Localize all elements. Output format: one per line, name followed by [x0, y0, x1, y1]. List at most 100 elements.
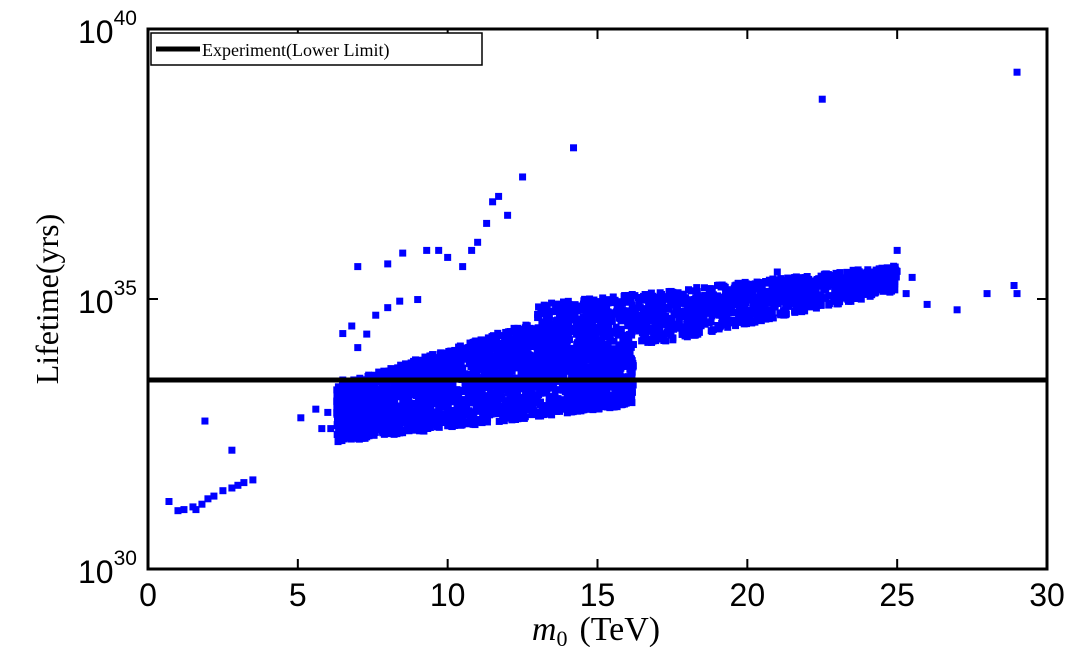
data-point	[390, 396, 398, 404]
data-point	[619, 307, 627, 315]
data-point	[703, 305, 711, 313]
data-point	[461, 352, 469, 360]
data-point	[1013, 290, 1021, 298]
data-point	[548, 411, 556, 419]
data-point	[875, 274, 883, 282]
data-point	[523, 343, 531, 351]
data-point	[397, 386, 405, 394]
data-point	[670, 325, 678, 333]
data-point	[416, 361, 424, 369]
data-point	[648, 317, 656, 325]
data-point	[629, 381, 637, 389]
data-point	[557, 333, 565, 341]
data-point	[397, 418, 405, 426]
data-point	[518, 384, 526, 392]
data-point	[701, 291, 709, 299]
data-point	[379, 382, 387, 390]
data-point	[889, 277, 897, 285]
data-point	[684, 303, 692, 311]
data-point	[440, 385, 448, 393]
data-point	[682, 323, 690, 331]
data-point	[485, 380, 493, 388]
data-point	[614, 393, 622, 401]
data-point	[456, 399, 464, 407]
data-point	[796, 296, 804, 304]
data-point	[693, 311, 701, 319]
x-tick-label: 30	[1029, 577, 1065, 613]
data-point	[609, 293, 617, 301]
data-point	[515, 409, 523, 417]
data-point	[577, 406, 585, 414]
data-point	[538, 350, 546, 358]
data-point	[597, 345, 605, 353]
data-point	[482, 393, 490, 401]
data-point	[669, 336, 677, 344]
data-point	[479, 416, 487, 424]
data-point	[372, 311, 380, 319]
data-point	[575, 335, 583, 343]
data-point	[816, 291, 824, 299]
data-point	[543, 363, 551, 371]
data-point	[504, 409, 512, 417]
data-point	[550, 356, 558, 364]
data-point	[464, 390, 472, 398]
data-point	[581, 323, 589, 331]
data-point	[558, 354, 566, 362]
data-point	[597, 322, 605, 330]
data-point	[651, 308, 659, 316]
data-point	[596, 351, 604, 359]
data-point	[636, 296, 644, 304]
data-point	[341, 431, 349, 439]
data-point	[449, 390, 457, 398]
data-point	[577, 319, 585, 327]
data-point	[668, 314, 676, 322]
data-point	[667, 319, 675, 327]
data-point	[656, 330, 664, 338]
data-point	[720, 314, 728, 322]
data-point	[628, 399, 636, 407]
data-point	[561, 388, 569, 396]
data-point	[742, 299, 750, 307]
data-point	[706, 290, 714, 298]
data-point	[534, 366, 542, 374]
data-point	[495, 389, 503, 397]
data-point	[564, 392, 572, 400]
data-point	[776, 287, 784, 295]
data-point	[607, 328, 615, 336]
data-point	[872, 276, 880, 284]
data-point	[718, 281, 726, 289]
data-point	[489, 198, 497, 206]
data-point	[436, 362, 444, 370]
data-point	[435, 388, 443, 396]
data-point	[872, 266, 880, 274]
data-point	[404, 395, 412, 403]
data-point	[511, 337, 519, 345]
data-point	[793, 279, 801, 287]
data-point	[345, 402, 353, 410]
data-point	[574, 392, 582, 400]
data-point	[450, 352, 458, 360]
data-point	[474, 238, 482, 246]
data-point	[722, 304, 730, 312]
data-point	[589, 393, 597, 401]
data-point	[536, 361, 544, 369]
data-point	[667, 331, 675, 339]
data-point	[395, 393, 403, 401]
data-point	[847, 272, 855, 280]
data-point	[707, 299, 715, 307]
data-point	[547, 323, 555, 331]
data-point	[605, 391, 613, 399]
data-point	[489, 398, 497, 406]
data-point	[559, 311, 567, 319]
data-point	[603, 322, 611, 330]
data-point	[535, 408, 543, 416]
data-point	[686, 307, 694, 315]
data-point	[610, 310, 618, 318]
data-point	[571, 362, 579, 370]
data-point	[608, 317, 616, 325]
data-point	[362, 419, 370, 427]
data-point	[712, 300, 720, 308]
data-point	[570, 325, 578, 333]
data-point	[472, 363, 480, 371]
data-point	[363, 330, 371, 338]
